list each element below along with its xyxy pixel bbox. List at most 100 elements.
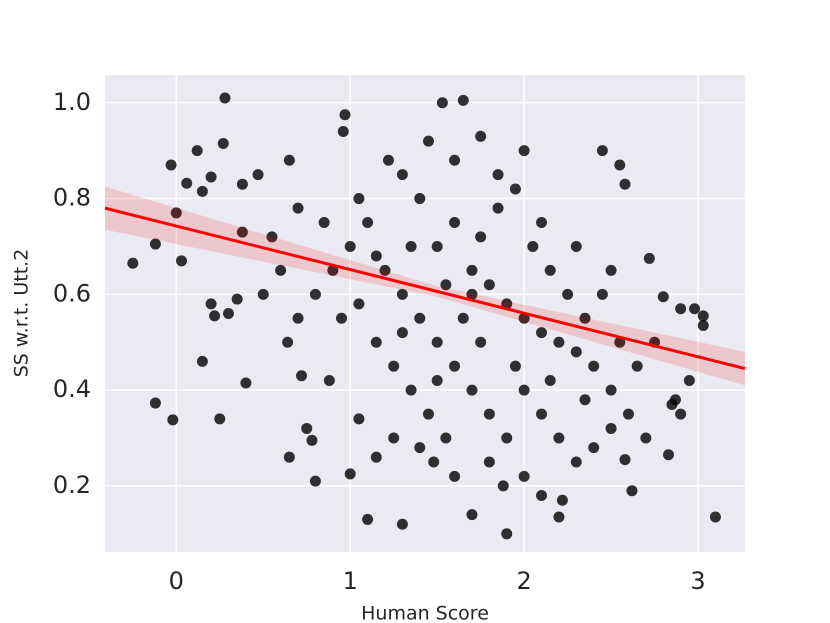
point (149, 238, 161, 250)
point (428, 456, 440, 468)
point (475, 231, 487, 243)
point (344, 240, 356, 252)
point (449, 217, 461, 229)
point (181, 177, 193, 189)
y-tick-label: 0.2 (53, 471, 91, 499)
confidence-band (105, 186, 745, 386)
point (689, 303, 701, 315)
point (396, 288, 408, 300)
regression-line (104, 206, 746, 371)
point (396, 518, 408, 530)
point (544, 375, 556, 387)
point (382, 154, 394, 166)
point (675, 408, 687, 420)
point (697, 310, 709, 322)
point (388, 360, 400, 372)
point (570, 240, 582, 252)
point (457, 312, 469, 324)
point (614, 336, 626, 348)
point (318, 217, 330, 229)
point (666, 398, 678, 410)
point (518, 470, 530, 482)
point (339, 109, 351, 121)
point (301, 422, 313, 434)
point (431, 336, 443, 348)
point (414, 312, 426, 324)
point (257, 288, 269, 300)
point (622, 408, 634, 420)
point (219, 92, 231, 104)
point (501, 528, 513, 540)
point (518, 312, 530, 324)
point (252, 169, 264, 181)
point (431, 240, 443, 252)
point (149, 397, 161, 409)
point (336, 312, 348, 324)
point (588, 442, 600, 454)
point (449, 154, 461, 166)
point (657, 291, 669, 303)
point (127, 257, 139, 269)
point (396, 327, 408, 339)
point (292, 202, 304, 214)
point (483, 408, 495, 420)
point (309, 288, 321, 300)
point (362, 513, 374, 525)
point (562, 288, 574, 300)
point (209, 310, 221, 322)
point (379, 264, 391, 276)
point (492, 202, 504, 214)
point (275, 264, 287, 276)
point (544, 264, 556, 276)
y-tick-label: 0.4 (53, 375, 91, 403)
point (214, 413, 226, 425)
point (170, 207, 182, 219)
point (283, 451, 295, 463)
point (292, 312, 304, 324)
point (236, 226, 248, 238)
point (536, 327, 548, 339)
point (553, 511, 565, 523)
point (605, 422, 617, 434)
point (396, 169, 408, 181)
x-tick-label: 2 (516, 567, 531, 595)
point (370, 336, 382, 348)
point (449, 470, 461, 482)
point (422, 135, 434, 147)
y-tick-label: 0.6 (53, 279, 91, 307)
point (370, 250, 382, 262)
plot-background (105, 75, 745, 552)
point (440, 432, 452, 444)
point (436, 97, 448, 109)
point (362, 217, 374, 229)
point (579, 394, 591, 406)
point (231, 293, 243, 305)
point (222, 308, 234, 319)
point (475, 336, 487, 348)
point (596, 288, 608, 300)
point (509, 183, 521, 195)
point (570, 456, 582, 468)
point (570, 346, 582, 358)
point (536, 489, 548, 501)
point (431, 375, 443, 387)
point (466, 288, 478, 300)
point (176, 255, 188, 267)
point (605, 264, 617, 276)
point (344, 468, 356, 480)
point (556, 494, 568, 506)
point (640, 432, 652, 444)
point (414, 193, 426, 205)
point (196, 185, 208, 197)
point (466, 264, 478, 276)
point (370, 451, 382, 463)
point (483, 456, 495, 468)
point (337, 126, 349, 138)
point (475, 130, 487, 142)
point (296, 370, 308, 382)
point (518, 384, 530, 396)
point (501, 432, 513, 444)
point (353, 193, 365, 205)
point (306, 434, 318, 446)
point (414, 442, 426, 454)
